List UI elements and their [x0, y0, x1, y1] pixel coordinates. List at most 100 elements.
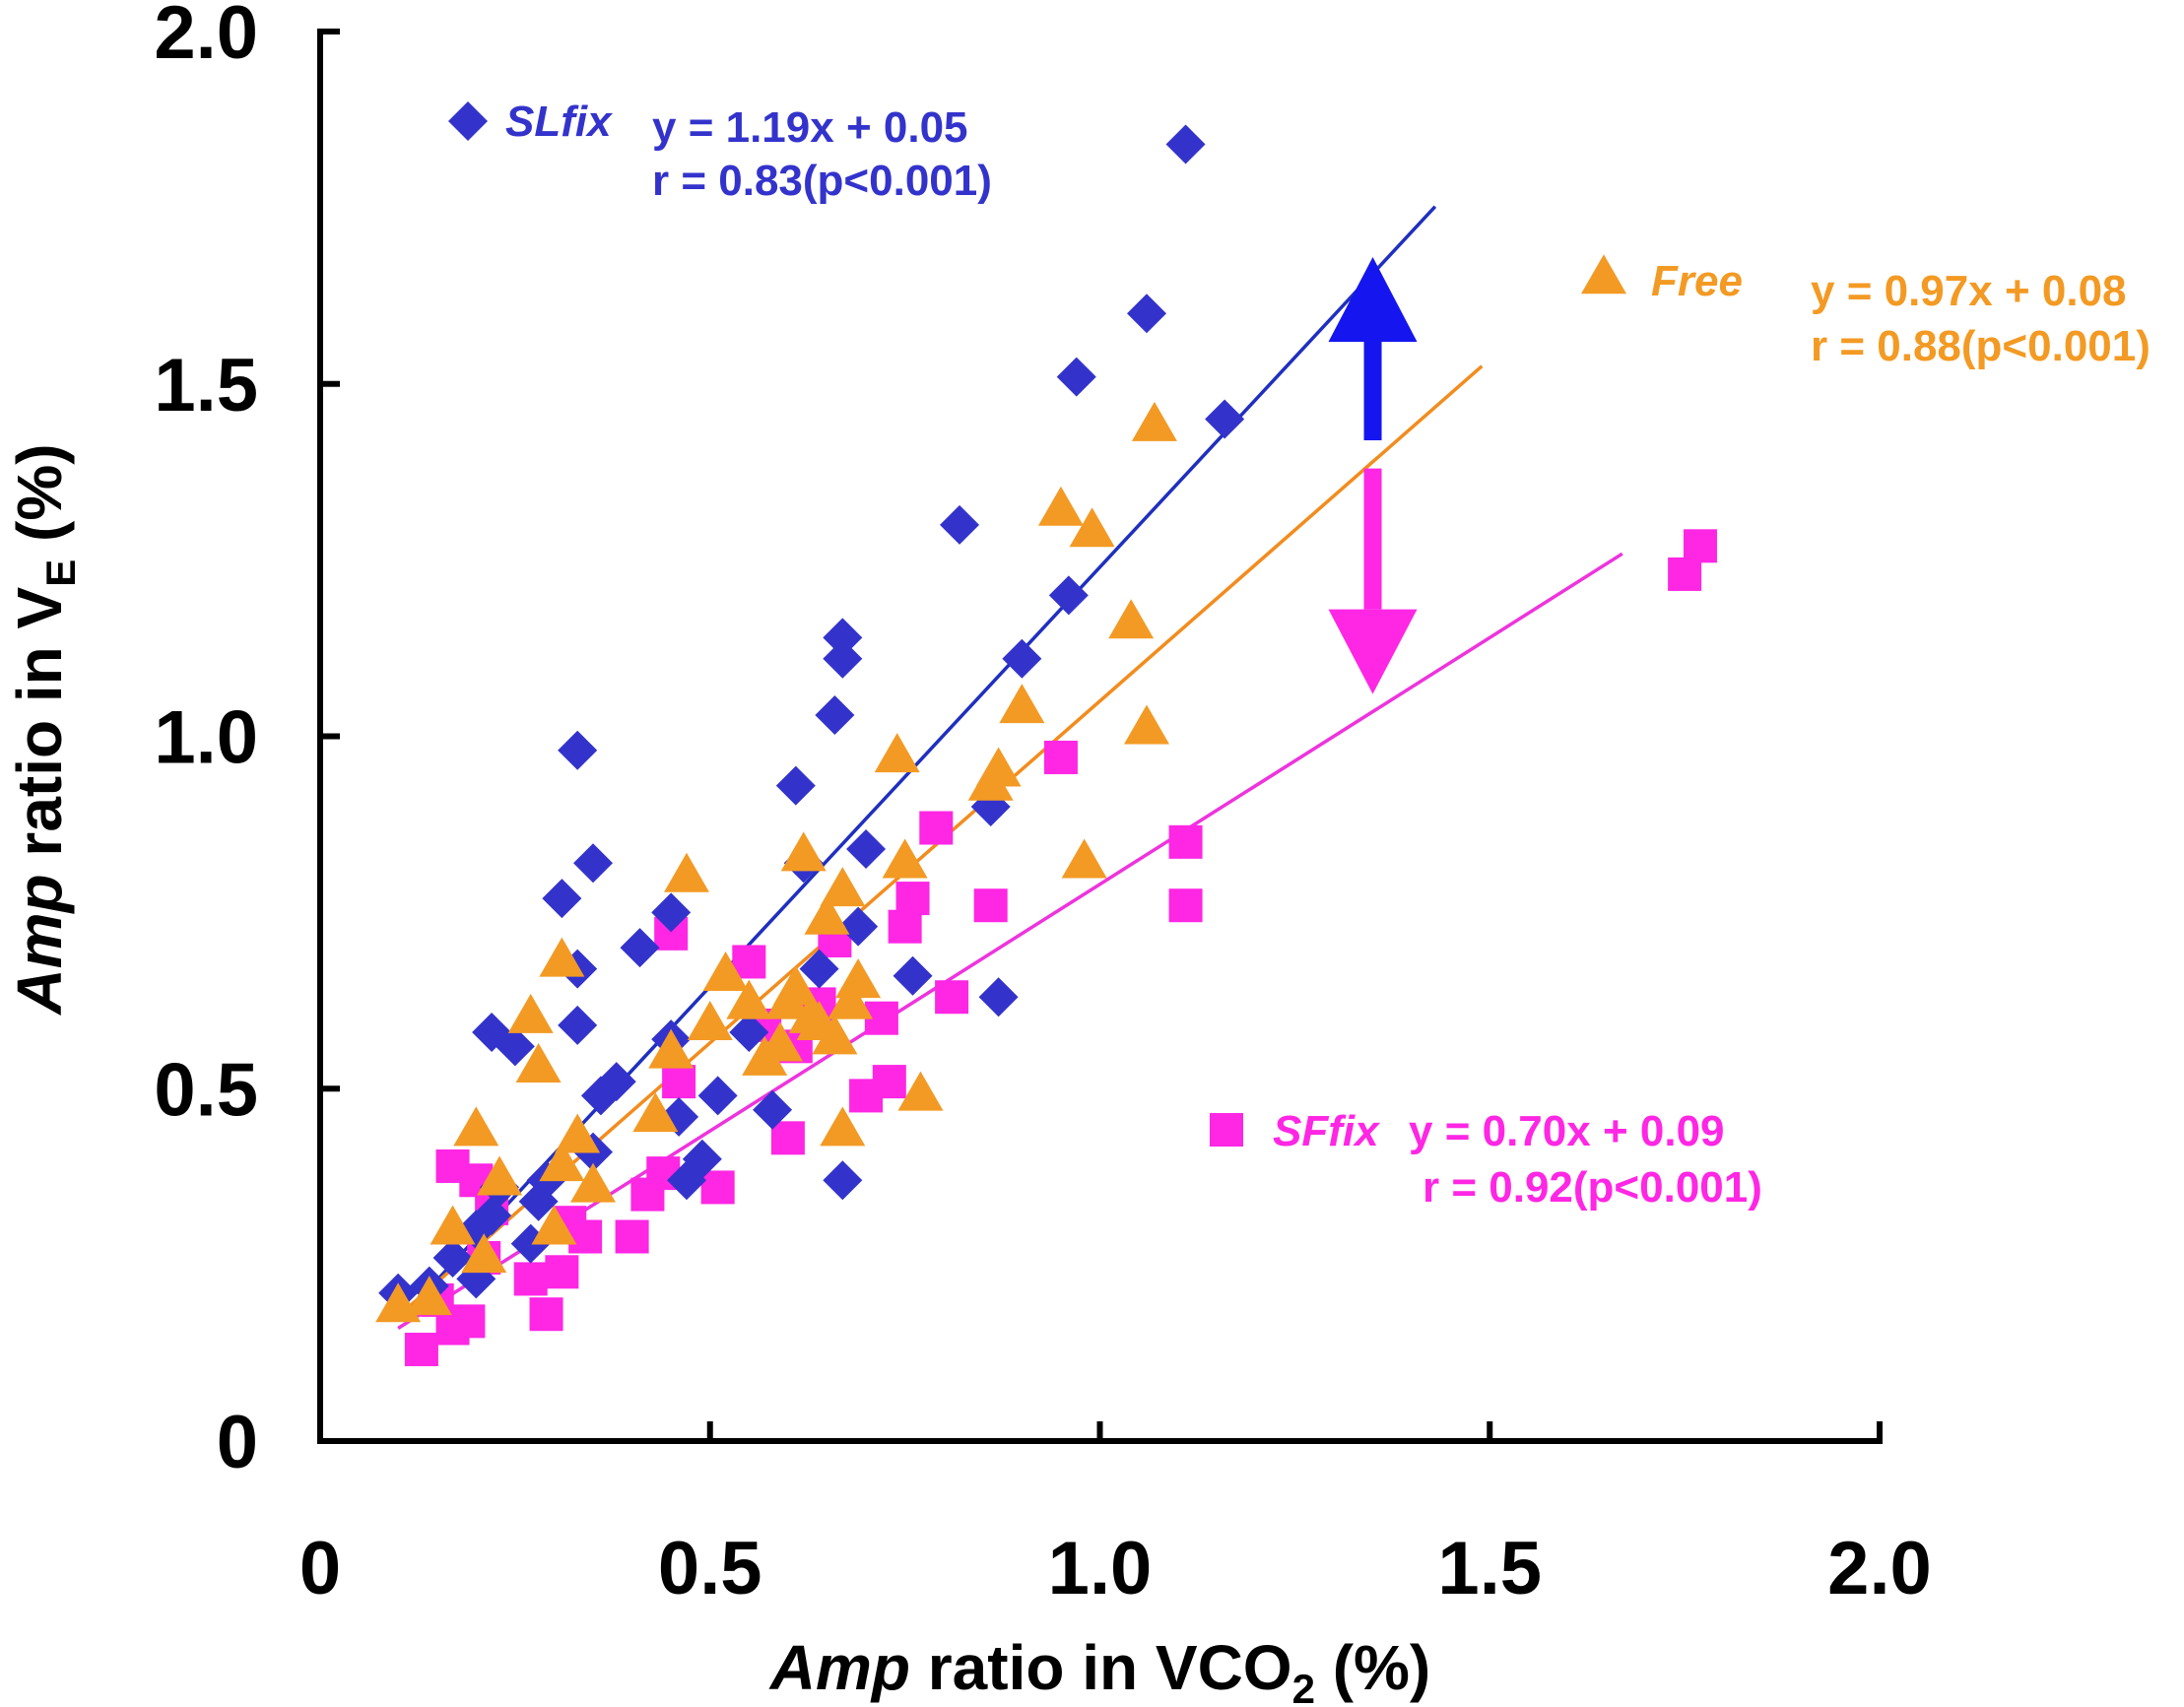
data-points — [375, 124, 1717, 1366]
arrow-shaft-down — [1363, 468, 1382, 610]
point-slfix — [846, 828, 887, 869]
point-free — [827, 979, 874, 1019]
point-free — [1123, 704, 1169, 745]
y-tick-label: 1.0 — [154, 696, 258, 780]
legend-label-slfix: SLfix — [505, 98, 613, 146]
point-free — [461, 1233, 507, 1274]
point-sffix — [1043, 740, 1078, 774]
point-free — [632, 1092, 679, 1133]
point-slfix — [1205, 399, 1245, 439]
point-free — [453, 1106, 499, 1147]
legend-marker-free — [1581, 254, 1626, 295]
point-sffix — [513, 1262, 548, 1296]
point-free — [804, 894, 850, 935]
point-sffix — [1168, 824, 1203, 859]
point-sffix — [919, 811, 954, 845]
point-free — [820, 867, 866, 907]
point-free — [648, 1028, 695, 1069]
point-free — [1131, 401, 1177, 441]
point-slfix — [495, 1026, 535, 1067]
point-free — [874, 733, 920, 773]
point-slfix — [753, 1089, 793, 1130]
point-free — [1108, 599, 1155, 639]
legend-correlation-slfix: r = 0.83(p<0.001) — [652, 157, 992, 205]
x-axis-title: Amp ratio in VCO2 (%) — [768, 1632, 1430, 1707]
point-slfix — [558, 1005, 598, 1045]
legend-label-free: Free — [1651, 257, 1743, 305]
arrow-head-up — [1328, 256, 1418, 342]
point-free — [570, 1162, 617, 1203]
x-tick-label: 1.5 — [1437, 1527, 1542, 1610]
point-slfix — [1056, 357, 1096, 397]
point-slfix — [893, 955, 933, 996]
point-free — [702, 951, 749, 991]
point-sffix — [404, 1332, 438, 1366]
point-slfix — [432, 1237, 473, 1278]
x-tick-label: 0 — [299, 1527, 341, 1610]
point-free — [531, 1205, 577, 1245]
point-free — [1061, 838, 1107, 879]
point-slfix — [799, 949, 839, 989]
point-slfix — [651, 892, 692, 933]
legend-equation-slfix: y = 1.19x + 0.05 — [652, 103, 968, 152]
axis-titles: Amp ratio in VCO2 (%) Amp ratio in VE (%) — [4, 443, 1430, 1707]
point-free — [897, 1071, 944, 1111]
arrow-head-down — [1328, 609, 1418, 694]
point-slfix — [596, 1062, 636, 1102]
point-slfix — [1165, 124, 1206, 164]
legend-equation-free: y = 0.97x + 0.08 — [1811, 267, 2127, 315]
point-free — [664, 852, 710, 892]
point-free — [820, 1106, 866, 1147]
point-sffix — [1668, 557, 1702, 591]
point-slfix — [682, 1139, 722, 1179]
point-sffix — [545, 1255, 579, 1289]
comparison-arrows — [1328, 256, 1418, 694]
x-tick-label: 0.5 — [658, 1527, 762, 1610]
point-free — [999, 684, 1045, 724]
fit-line-slfix — [412, 205, 1437, 1307]
point-slfix — [823, 1160, 863, 1201]
point-free — [835, 958, 882, 999]
point-slfix — [542, 879, 582, 919]
point-free — [780, 831, 827, 872]
legends: SLfix y = 1.19x + 0.05 r = 0.83(p<0.001) Fr… — [448, 98, 2151, 1212]
point-free — [430, 1205, 476, 1245]
point-slfix — [823, 618, 863, 658]
point-sffix — [872, 1065, 906, 1099]
point-slfix — [1002, 638, 1042, 679]
point-free — [687, 1001, 733, 1041]
point-sffix — [770, 1121, 805, 1155]
point-sffix — [895, 882, 930, 916]
legend-equation-sffix: y = 0.70x + 0.09 — [1409, 1107, 1725, 1155]
point-free — [726, 979, 772, 1019]
point-free — [772, 965, 819, 1006]
point-sffix — [1683, 529, 1717, 563]
point-sffix — [1168, 888, 1203, 923]
point-sffix — [568, 1219, 603, 1254]
point-sffix — [615, 1219, 649, 1254]
point-slfix — [729, 1013, 769, 1053]
legend-label-sffix: SFfix — [1273, 1107, 1380, 1155]
point-free — [812, 1015, 858, 1055]
point-slfix — [940, 504, 980, 545]
legend-marker-sffix — [1210, 1113, 1243, 1147]
arrow-shaft-up — [1363, 341, 1382, 440]
point-sffix — [973, 888, 1008, 923]
point-slfix — [978, 977, 1019, 1018]
point-slfix — [697, 1076, 738, 1116]
point-free — [757, 1021, 803, 1062]
y-axis-title: Amp ratio in VE (%) — [4, 443, 84, 1016]
point-slfix — [558, 730, 598, 770]
point-sffix — [451, 1304, 486, 1339]
point-slfix — [823, 638, 863, 679]
point-free — [477, 1155, 523, 1196]
point-free — [1069, 507, 1115, 548]
y-tick-label: 1.5 — [154, 344, 258, 427]
point-free — [515, 1042, 562, 1083]
point-slfix — [815, 695, 855, 736]
legend-marker-slfix — [448, 101, 488, 141]
point-slfix — [1126, 294, 1166, 334]
point-sffix — [935, 980, 969, 1015]
point-slfix — [838, 906, 879, 947]
